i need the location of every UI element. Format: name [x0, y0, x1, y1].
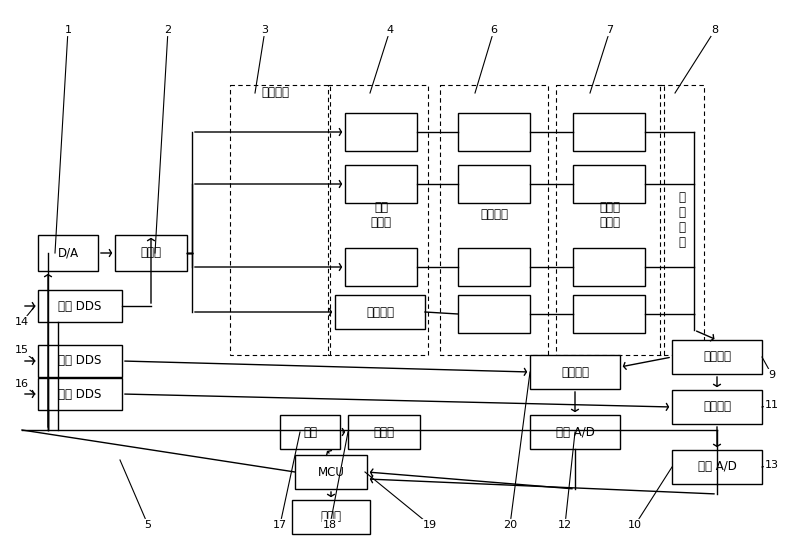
Text: 第二 A/D: 第二 A/D — [698, 460, 737, 473]
Text: 光分路器: 光分路器 — [261, 86, 289, 99]
Text: 16: 16 — [15, 379, 29, 389]
Text: 13: 13 — [765, 460, 779, 470]
Text: 电
子
开
关: 电 子 开 关 — [678, 191, 686, 249]
Text: 激光器: 激光器 — [141, 247, 162, 260]
Text: 18: 18 — [323, 520, 337, 530]
Text: 20: 20 — [503, 520, 517, 530]
Bar — [573, 165, 645, 203]
Text: 7: 7 — [606, 25, 614, 35]
Text: 14: 14 — [15, 317, 29, 327]
Text: 串口: 串口 — [303, 426, 317, 439]
Text: 第一锁相: 第一锁相 — [561, 365, 589, 378]
Text: 带通滤波: 带通滤波 — [703, 350, 731, 363]
Text: 第三 DDS: 第三 DDS — [58, 388, 102, 401]
Bar — [292, 500, 370, 534]
Text: 8: 8 — [711, 25, 718, 35]
Text: 9: 9 — [769, 370, 775, 380]
Bar — [458, 295, 530, 333]
Text: D/A: D/A — [58, 247, 78, 260]
Text: 5: 5 — [145, 520, 151, 530]
Bar — [573, 295, 645, 333]
Text: 1: 1 — [65, 25, 71, 35]
Bar — [458, 248, 530, 286]
Text: 第二 DDS: 第二 DDS — [58, 355, 102, 368]
Bar — [530, 415, 620, 449]
Bar — [530, 355, 620, 389]
Text: 计算机: 计算机 — [374, 426, 394, 439]
Text: 17: 17 — [273, 520, 287, 530]
Bar — [38, 290, 122, 322]
Bar — [573, 248, 645, 286]
Bar — [672, 390, 762, 424]
Bar — [230, 85, 330, 355]
Bar — [672, 340, 762, 374]
Text: 19: 19 — [423, 520, 437, 530]
Bar — [345, 113, 417, 151]
Text: 6: 6 — [490, 25, 498, 35]
Bar — [345, 248, 417, 286]
Text: 第二锁相: 第二锁相 — [703, 401, 731, 414]
Text: 15: 15 — [15, 345, 29, 355]
Text: 11: 11 — [765, 400, 779, 410]
Bar — [440, 85, 548, 355]
Text: 第一 DDS: 第一 DDS — [58, 300, 102, 313]
Bar — [348, 415, 420, 449]
Text: 第一 A/D: 第一 A/D — [555, 426, 594, 439]
Bar — [328, 85, 428, 355]
Bar — [458, 165, 530, 203]
Bar — [345, 165, 417, 203]
Bar — [295, 455, 367, 489]
Bar — [280, 415, 340, 449]
Bar — [458, 113, 530, 151]
Bar — [38, 378, 122, 410]
Text: 10: 10 — [628, 520, 642, 530]
Bar — [38, 345, 122, 377]
Text: MCU: MCU — [318, 465, 345, 478]
Bar — [115, 235, 187, 271]
Text: 前置放
大器组: 前置放 大器组 — [599, 201, 621, 229]
Text: 参考气室: 参考气室 — [366, 306, 394, 319]
Bar — [556, 85, 664, 355]
Bar — [672, 450, 762, 484]
Bar — [335, 295, 425, 329]
Text: 12: 12 — [558, 520, 572, 530]
Text: 3: 3 — [262, 25, 269, 35]
Text: 探测器组: 探测器组 — [480, 209, 508, 222]
Bar — [573, 113, 645, 151]
Text: 4: 4 — [386, 25, 394, 35]
Bar — [38, 235, 98, 271]
Text: 2: 2 — [165, 25, 171, 35]
Bar — [660, 85, 704, 355]
Text: 显示器: 显示器 — [321, 510, 342, 523]
Text: 开放
气室组: 开放 气室组 — [370, 201, 391, 229]
